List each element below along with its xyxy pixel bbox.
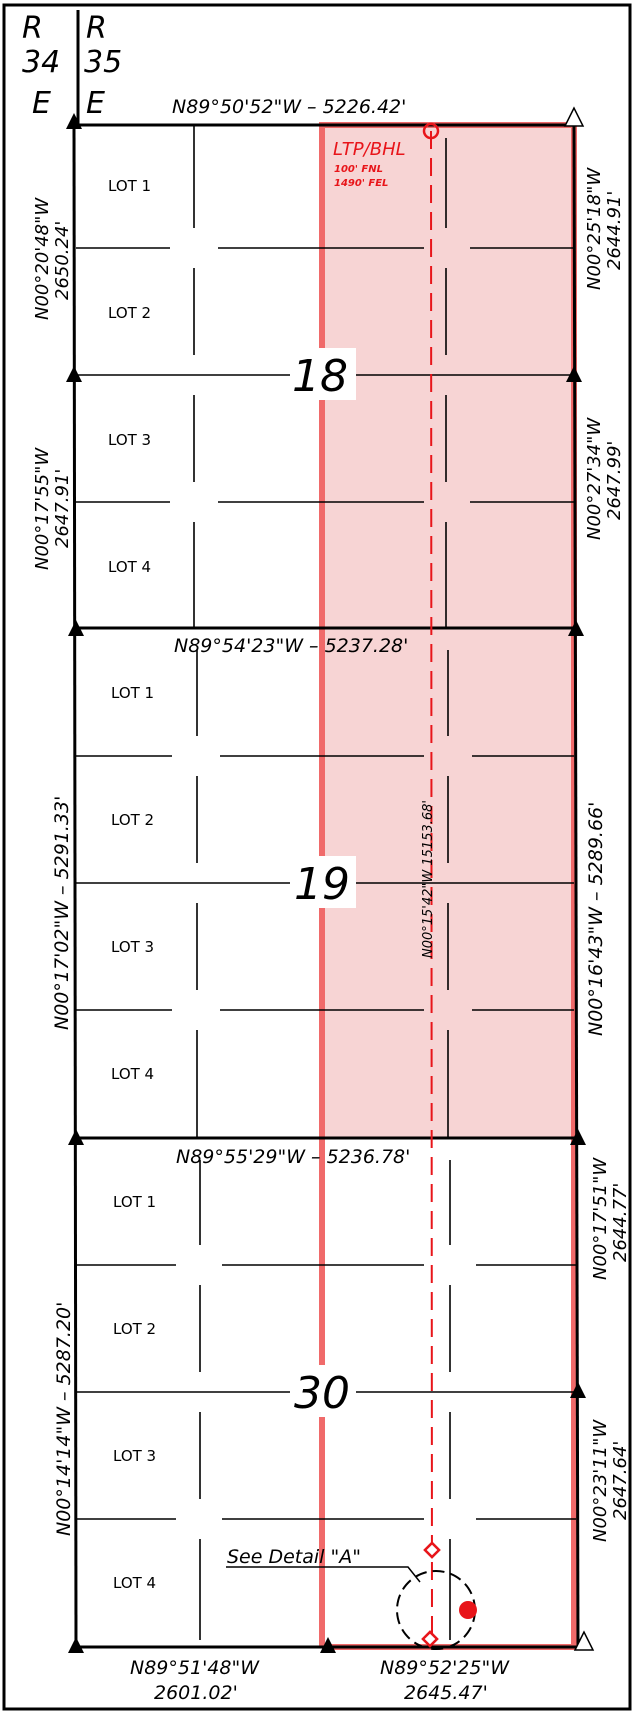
bearing-19-30: N89°55'29"W – 5236.78' xyxy=(176,1146,410,1168)
sec18-lot1: LOT 1 xyxy=(108,177,151,195)
ftp-marker xyxy=(425,1543,439,1557)
west18-bottom-bearing: N00°17'55"W xyxy=(32,447,53,570)
east19-bearing: N00°16'43"W – 5289.66' xyxy=(585,802,607,1036)
east30-bottom-bearing: N00°23'11"W xyxy=(590,1419,611,1542)
sec30-lot4: LOT 4 xyxy=(113,1574,156,1592)
west18-bottom-dist: 2647.91' xyxy=(52,469,73,548)
sec18-lot4: LOT 4 xyxy=(108,558,151,576)
sec19-lot4: LOT 4 xyxy=(111,1065,154,1083)
section-19-label: 19 xyxy=(294,859,350,910)
sec19-lot3: LOT 3 xyxy=(111,938,154,956)
east18-top-bearing: N00°25'18"W xyxy=(584,167,605,290)
wellbore-bearing: N00°15'42"W 15153.68' xyxy=(421,800,436,958)
sec18-lot3: LOT 3 xyxy=(108,431,151,449)
distance-bottom-left: 2601.02' xyxy=(154,1682,238,1704)
west18-top-dist: 2650.24' xyxy=(52,221,73,300)
range-header: R 34 E R 35 E xyxy=(22,10,122,125)
bearing-18-19: N89°54'23"W – 5237.28' xyxy=(174,635,408,657)
bearing-bottom-left: N89°51'48"W xyxy=(130,1657,260,1679)
east18-top-dist: 2644.91' xyxy=(604,191,625,270)
range-left-e: E xyxy=(32,86,51,121)
range-right-num: 35 xyxy=(84,45,122,80)
range-left-num: 34 xyxy=(22,45,60,80)
range-right-e: E xyxy=(86,86,105,121)
east30-top-bearing: N00°17'51"W xyxy=(590,1157,611,1280)
bearing-bottom-right: N89°52'25"W xyxy=(380,1657,510,1679)
sec30-lot2: LOT 2 xyxy=(113,1320,156,1338)
section-30-label: 30 xyxy=(294,1368,350,1419)
detail-a-callout: See Detail "A" xyxy=(226,1543,477,1649)
east30-bottom-dist: 2647.64' xyxy=(610,1441,631,1520)
lot-labels: LOT 1 LOT 2 LOT 3 LOT 4 LOT 1 LOT 2 LOT … xyxy=(108,177,156,1592)
ltp-title: LTP/BHL xyxy=(333,139,406,160)
sec30-lot1: LOT 1 xyxy=(113,1193,156,1211)
sec30-lot3: LOT 3 xyxy=(113,1447,156,1465)
bearing-top: N89°50'52"W – 5226.42' xyxy=(172,96,406,118)
section-18-label: 18 xyxy=(292,351,348,402)
ltp-fnl: 100' FNL xyxy=(334,164,383,175)
range-left-r: R xyxy=(22,11,43,46)
east30-top-dist: 2644.77' xyxy=(610,1183,631,1262)
east-bearings: N00°25'18"W 2644.91' N00°27'34"W 2647.99… xyxy=(584,167,631,1542)
ltp-fel: 1490' FEL xyxy=(334,178,388,189)
west-bearings: N00°20'48"W 2650.24' N00°17'55"W 2647.91… xyxy=(32,197,75,1536)
sec19-lot2: LOT 2 xyxy=(111,811,154,829)
sec19-lot1: LOT 1 xyxy=(111,684,154,702)
distance-bottom-right: 2645.47' xyxy=(404,1682,488,1704)
west19-bearing: N00°17'02"W – 5291.33' xyxy=(51,796,73,1030)
range-right-r: R xyxy=(86,11,107,46)
shl-dot xyxy=(459,1601,477,1619)
east18-bottom-dist: 2647.99' xyxy=(604,441,625,520)
west18-top-bearing: N00°20'48"W xyxy=(32,197,53,320)
sec18-lot2: LOT 2 xyxy=(108,304,151,322)
west30-bearing: N00°14'14"W – 5287.20' xyxy=(53,1302,75,1536)
detail-label: See Detail "A" xyxy=(227,1546,361,1568)
kop-marker xyxy=(423,1632,437,1646)
east18-bottom-bearing: N00°27'34"W xyxy=(584,417,605,540)
